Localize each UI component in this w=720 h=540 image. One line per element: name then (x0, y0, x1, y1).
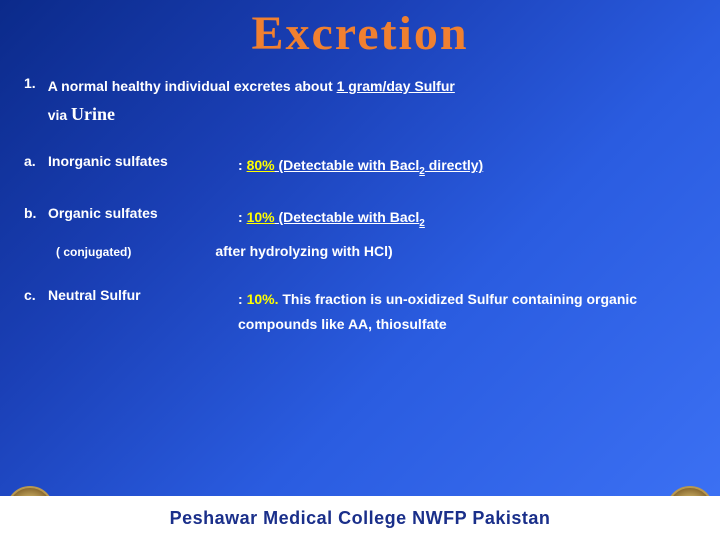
footer-text: Peshawar Medical College NWFP Pakistan (170, 508, 551, 529)
row-a-rest1: (Detectable with Bacl (275, 157, 420, 173)
item-1-number: 1. (24, 75, 36, 129)
row-a: a. Inorganic sulfates : 80% (Detectable … (24, 153, 696, 181)
item-1-highlight: 1 gram/day Sulfur (337, 78, 455, 94)
row-b-group: b. Organic sulfates : 10% (Detectable wi… (24, 205, 696, 259)
row-a-colon: : (238, 157, 247, 173)
row-a-desc: : 80% (Detectable with Bacl2 directly) (238, 153, 696, 181)
row-b-desc: : 10% (Detectable with Bacl2 (238, 205, 696, 233)
item-1-prefix: A normal healthy individual excretes abo… (48, 78, 337, 94)
row-c-pct: 10%. (247, 291, 279, 307)
row-a-rest2: directly) (425, 157, 483, 173)
row-c-desc: : 10%. This fraction is un-oxidized Sulf… (238, 287, 696, 337)
row-b-label: Organic sulfates (48, 205, 238, 233)
row-c-rest: This fraction is un-oxidized Sulfur cont… (238, 291, 637, 332)
row-b-line2: after hydrolyzing with HCl) (215, 243, 392, 259)
row-b-sub: 2 (419, 218, 425, 229)
row-a-letter: a. (24, 153, 48, 181)
footer: Peshawar Medical College NWFP Pakistan (0, 496, 720, 540)
row-b-paren: ( conjugated) (56, 245, 131, 259)
item-1-via: via (48, 107, 71, 123)
row-b-rest1: (Detectable with Bacl (275, 209, 420, 225)
item-1: 1. A normal healthy individual excretes … (24, 75, 696, 129)
row-c-label: Neutral Sulfur (48, 287, 238, 337)
row-c-letter: c. (24, 287, 48, 337)
slide-content: 1. A normal healthy individual excretes … (0, 61, 720, 337)
slide: Excretion 1. A normal healthy individual… (0, 0, 720, 540)
item-1-text: A normal healthy individual excretes abo… (48, 75, 455, 129)
row-b-pct: 10% (247, 209, 275, 225)
row-a-label: Inorganic sulfates (48, 153, 238, 181)
row-c: c. Neutral Sulfur : 10%. This fraction i… (24, 287, 696, 337)
title-text: Excretion (251, 7, 468, 60)
row-c-colon: : (238, 291, 247, 307)
row-a-pct: 80% (247, 157, 275, 173)
item-1-urine: Urine (71, 104, 115, 124)
row-b: b. Organic sulfates : 10% (Detectable wi… (24, 205, 696, 233)
row-b-letter: b. (24, 205, 48, 233)
row-b-colon: : (238, 209, 247, 225)
slide-title: Excretion (0, 0, 720, 61)
